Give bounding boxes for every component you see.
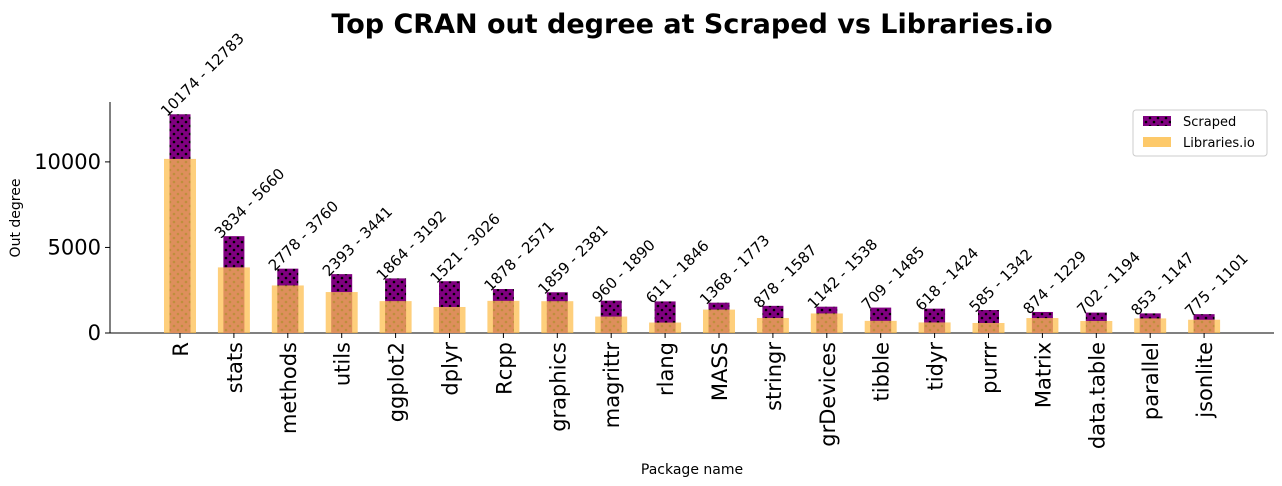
bar-librariesio-grDevices (810, 313, 843, 333)
data-label-R: 10174 - 12783 (157, 29, 248, 120)
legend-label-librariesio: Libraries.io (1183, 136, 1255, 151)
x-tick-label-parallel: parallel (1139, 342, 1163, 420)
bar-librariesio-ggplot2 (379, 301, 412, 333)
x-tick-label-tidyr: tidyr (924, 342, 948, 391)
x-tick-label-dplyr: dplyr (439, 342, 463, 396)
bar-librariesio-tidyr (918, 322, 951, 333)
x-axis-label: Package name (641, 462, 743, 478)
x-tick-label-MASS: MASS (708, 342, 732, 401)
y-tick-label: 0 (88, 321, 101, 345)
y-tick-label: 5000 (48, 235, 101, 259)
bar-librariesio-graphics (541, 301, 574, 333)
bar-librariesio-jsonlite (1188, 319, 1221, 333)
bar-librariesio-Matrix (1026, 318, 1059, 333)
x-tick-label-Rcpp: Rcpp (492, 342, 516, 395)
bar-librariesio-rlang (649, 322, 682, 333)
y-axis-label: Out degree (8, 179, 24, 258)
x-tick-label-tibble: tibble (870, 342, 894, 401)
x-tick-label-graphics: graphics (546, 342, 570, 432)
x-tick-label-ggplot2: ggplot2 (385, 342, 409, 422)
x-tick-label-stats: stats (223, 342, 247, 393)
x-tick-label-rlang: rlang (654, 342, 678, 396)
bar-librariesio-utils (325, 292, 358, 333)
legend-label-scraped: Scraped (1183, 115, 1236, 130)
x-tick-label-grDevices: grDevices (816, 342, 840, 447)
legend-swatch-librariesio (1143, 137, 1171, 147)
bar-librariesio-R (164, 158, 196, 333)
x-tick-label-stringr: stringr (762, 342, 786, 411)
x-tick-label-methods: methods (277, 342, 301, 434)
x-tick-label-utils: utils (331, 342, 355, 386)
bar-librariesio-parallel (1134, 318, 1167, 333)
bar-librariesio-purrr (972, 322, 1005, 333)
x-tick-label-purrr: purrr (978, 342, 1002, 394)
x-tick-label-Matrix: Matrix (1031, 342, 1055, 408)
bar-librariesio-data.table (1080, 320, 1113, 333)
x-tick-label-R: R (169, 342, 193, 357)
x-tick-label-magrittr: magrittr (600, 342, 624, 429)
bar-librariesio-methods (271, 285, 304, 333)
bar-librariesio-MASS (703, 309, 735, 333)
legend: Scraped Libraries.io (1132, 109, 1268, 157)
bar-librariesio-dplyr (433, 306, 466, 333)
x-tick-label-jsonlite: jsonlite (1193, 342, 1217, 419)
plot-area: 0 5000 10000 R 10174 - 12783 stats 3834 - 5660… (34, 29, 1274, 449)
legend-swatch-scraped (1143, 116, 1171, 126)
bar-librariesio-magrittr (595, 316, 628, 333)
bar-librariesio-Rcpp (487, 300, 520, 333)
chart-title: Top CRAN out degree at Scraped vs Librar… (331, 9, 1052, 40)
bar-librariesio-stats (217, 267, 250, 333)
bar-librariesio-stringr (756, 317, 789, 333)
data-label-stats: 3834 - 5660 (211, 165, 288, 242)
x-tick-label-data.table: data.table (1085, 342, 1109, 449)
bar-librariesio-tibble (864, 320, 897, 333)
y-tick-label: 10000 (34, 150, 101, 174)
